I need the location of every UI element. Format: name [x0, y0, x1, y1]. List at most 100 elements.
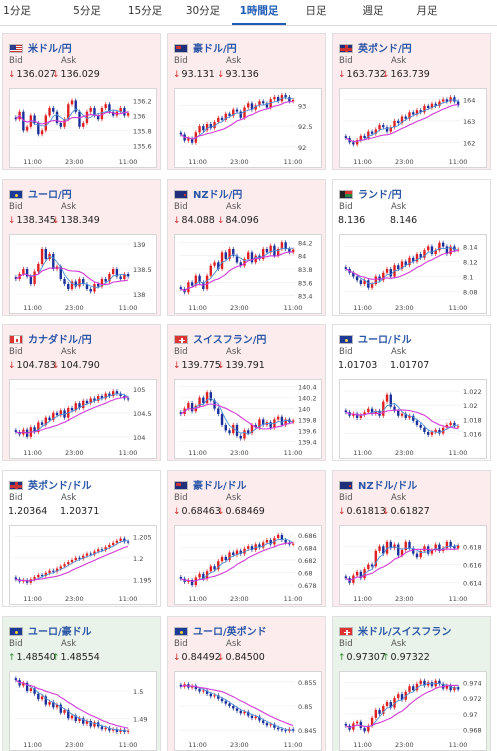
pair-title-link[interactable]: 米ドル/円: [9, 40, 72, 55]
candlestick-chart[interactable]: 1.022 1.02 1.018 1.016 11:00 23:00 11:00: [339, 379, 487, 459]
candlestick-chart[interactable]: 140.4 140.2 140 139.8 139.6 139.4 11:00 23:00 11…: [174, 379, 322, 459]
rate-card[interactable]: 英ポンド/ドル Bid Ask 1.20364 1.20371 1.205 1.2 1.195…: [2, 470, 161, 607]
tab-6[interactable]: 週足: [362, 5, 384, 17]
pair-title-link[interactable]: 豪ドル/ドル: [174, 477, 247, 492]
candle-body: [40, 249, 44, 264]
candlestick-chart[interactable]: 0.855 0.85 0.845 11:00 23:00 11:00: [174, 671, 322, 751]
pair-title-link[interactable]: NZドル/ドル: [339, 477, 417, 492]
rate-card[interactable]: スイスフラン/円 Bid Ask ↓139.775 ↓139.791 140.4 140.2…: [167, 324, 326, 461]
rate-card[interactable]: NZドル/ドル Bid Ask ↓0.61813 ↓0.61827 0.618 0.616 0…: [332, 470, 491, 607]
pair-title-link[interactable]: ランド/円: [339, 186, 402, 201]
tab-0[interactable]: 1分足: [3, 5, 31, 17]
rate-card[interactable]: ユーロ/ドル Bid Ask 1.01703 1.01707 1.022 1.02 1.018…: [332, 324, 491, 461]
pair-title-link[interactable]: スイスフラン/円: [174, 331, 266, 346]
candle-body: [445, 685, 449, 689]
candle-body: [48, 108, 51, 116]
tab-7[interactable]: 月足: [416, 5, 438, 17]
tab-4[interactable]: 1時間足: [232, 0, 286, 25]
y-tick-label: 163: [463, 118, 475, 126]
tab-5[interactable]: 日足: [305, 5, 327, 17]
ask-value: ↓139.791: [217, 360, 265, 371]
pair-title-link[interactable]: カナダドル/円: [9, 331, 92, 346]
bid-label: Bid: [174, 493, 188, 503]
pair-title-link[interactable]: 米ドル/スイスフラン: [339, 623, 451, 638]
candlestick-chart[interactable]: 8.14 8.12 8.1 8.08 11:00 23:00 11:00: [339, 234, 487, 314]
candlestick-chart[interactable]: 136.2 136 135.8 135.6 11:00 23:00 11:00: [9, 88, 157, 168]
candle-body: [108, 274, 111, 282]
tab-3[interactable]: 30分足: [185, 5, 221, 17]
tab-2[interactable]: 15分足: [127, 5, 163, 17]
candlestick-chart[interactable]: 0.974 0.972 0.97 0.968 11:00 23:00 11:00: [339, 671, 487, 751]
ask-value: 1.20371: [60, 506, 99, 517]
y-tick-label: 0.678: [298, 582, 317, 590]
rate-card[interactable]: NZドル/円 Bid Ask ↓84.088 ↓84.096 84.2 84 83.8 83.6…: [167, 179, 326, 316]
candle-body: [374, 276, 378, 284]
bid-price: 139.775: [181, 360, 221, 371]
ask-label: Ask: [226, 202, 242, 212]
rate-card[interactable]: 豪ドル/円 Bid Ask ↓93.131 ↓93.136 93 92.5 92 11:00 23…: [167, 33, 326, 170]
candle-body: [55, 412, 59, 416]
pair-title-link[interactable]: ユーロ/英ポンド: [174, 623, 267, 638]
pair-title-link[interactable]: ユーロ/円: [9, 186, 72, 201]
rate-card[interactable]: ユーロ/円 Bid Ask ↓138.345 ↓138.349 139 138.5 138 11…: [2, 179, 161, 316]
candlestick-chart[interactable]: 105 104.5 104 11:00 23:00 11:00: [9, 379, 157, 459]
pair-title-link[interactable]: ユーロ/ドル: [339, 331, 412, 346]
pair-name: 豪ドル/円: [193, 44, 237, 55]
candle-body: [115, 540, 119, 543]
ask-label: Ask: [391, 639, 407, 649]
pair-title-link[interactable]: NZドル/円: [174, 186, 242, 201]
candle-body: [250, 252, 254, 263]
candlestick-chart[interactable]: 1.5 1.49 11:00 23:00 11:00: [9, 671, 157, 751]
ma-long-line: [15, 111, 129, 125]
candle-body: [441, 99, 445, 102]
rate-card[interactable]: 英ポンド/円 Bid Ask ↓163.732 ↓163.739 164 163 162 11:…: [332, 33, 491, 170]
candle-body: [438, 429, 441, 434]
rate-card[interactable]: 豪ドル/ドル Bid Ask ↓0.68463 ↓0.68469 0.686 0.684 0.…: [167, 470, 326, 607]
tab-1[interactable]: 5分足: [73, 5, 101, 17]
bid-price: 1.20364: [8, 506, 48, 517]
candle-body: [44, 696, 48, 705]
rate-card[interactable]: カナダドル/円 Bid Ask ↓104.783 ↓104.790 105 104.5 104…: [2, 324, 161, 461]
rate-card[interactable]: 米ドル/円 Bid Ask ↓136.027 ↓136.029 136.2 136 135.8…: [2, 33, 161, 170]
candle-body: [190, 403, 194, 412]
candle-body: [453, 422, 456, 427]
candle-body: [52, 701, 55, 708]
bid-label: Bid: [174, 56, 188, 66]
eu-flag-icon: [9, 627, 23, 636]
candlestick-chart[interactable]: 1.205 1.2 1.195 11:00 23:00 11:00: [9, 525, 157, 605]
candle-body: [187, 580, 190, 582]
x-tick-label: 23:00: [395, 158, 414, 166]
candle-body: [37, 422, 40, 432]
pair-title-link[interactable]: 英ポンド/円: [339, 40, 412, 55]
pair-title-link[interactable]: 豪ドル/円: [174, 40, 237, 55]
candlestick-chart[interactable]: 0.686 0.684 0.682 0.68 0.678 11:00 23:00 11:00: [174, 525, 322, 605]
candlestick-chart[interactable]: 93 92.5 92 11:00 23:00 11:00: [174, 88, 322, 168]
x-tick-label: 11:00: [449, 158, 468, 166]
chart-svg: 84.2 84 83.8 83.6 83.4 11:00 23:00 11:00: [179, 239, 312, 312]
candlestick-chart[interactable]: 0.618 0.616 0.614 11:00 23:00 11:00: [339, 525, 487, 605]
chart-svg: 0.855 0.85 0.845 11:00 23:00 11:00: [179, 679, 317, 749]
y-tick-label: 162: [463, 139, 475, 147]
candlestick-chart[interactable]: 164 163 162 11:00 23:00 11:00: [339, 88, 487, 168]
rate-card[interactable]: ユーロ/豪ドル Bid Ask ↑1.48540 ↑1.48554 1.5 1.49 11:0…: [2, 616, 161, 751]
candle-body: [33, 577, 36, 580]
rate-card[interactable]: ユーロ/英ポンド Bid Ask ↓0.84492 ↓0.84500 0.855 0.85 0…: [167, 616, 326, 751]
candlestick-chart[interactable]: 84.2 84 83.8 83.6 83.4 11:00 23:00 11:00: [174, 234, 322, 314]
y-tick-label: 104: [133, 434, 145, 442]
bid-price: 163.732: [346, 69, 386, 80]
pair-title-link[interactable]: 英ポンド/ドル: [9, 477, 92, 492]
chart-svg: 1.5 1.49 11:00 23:00 11:00: [14, 676, 147, 749]
candlestick-chart[interactable]: 139 138.5 138 11:00 23:00 11:00: [9, 234, 157, 314]
y-tick-label: 0.616: [463, 562, 482, 570]
candle-body: [100, 108, 104, 120]
candle-body: [363, 135, 366, 138]
candle-body: [14, 430, 18, 432]
bid-price: 0.97307: [346, 652, 386, 663]
x-tick-label: 11:00: [188, 741, 207, 749]
pair-name: ランド/円: [358, 190, 402, 201]
rate-card[interactable]: ランド/円 Bid Ask 8.136 8.146 8.14 8.12 8.1 8.08 11:0…: [332, 179, 491, 316]
candle-body: [82, 555, 85, 559]
pair-title-link[interactable]: ユーロ/豪ドル: [9, 623, 92, 638]
rate-card[interactable]: 米ドル/スイスフラン Bid Ask ↑0.97307 ↑0.97322 0.974 0.9…: [332, 616, 491, 751]
x-tick-label: 11:00: [449, 449, 468, 457]
